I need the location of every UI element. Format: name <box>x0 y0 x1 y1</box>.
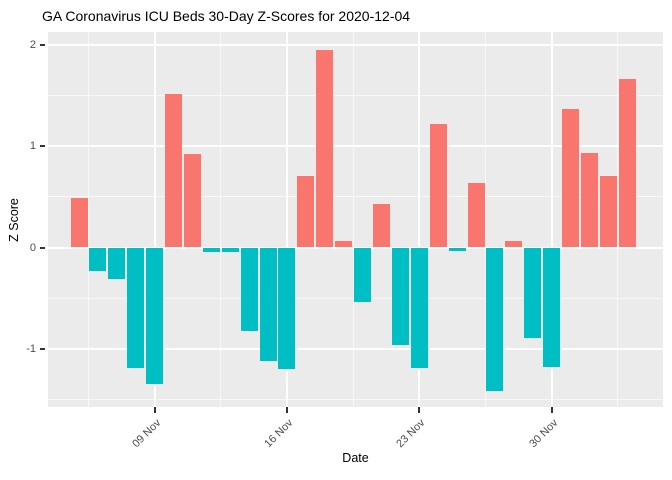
y-tick-mark <box>40 348 45 350</box>
bar-2020-11-15 <box>259 247 277 362</box>
bar-2020-11-20 <box>354 247 372 303</box>
y-tick-label: 2 <box>29 38 36 51</box>
gridline-y-minor <box>48 196 663 198</box>
bar-2020-11-08 <box>127 247 145 369</box>
bar-2020-11-10 <box>165 94 183 248</box>
bar-2020-11-27 <box>486 247 504 391</box>
bar-2020-11-23 <box>410 247 428 369</box>
x-tick-mark <box>285 407 288 413</box>
x-tick-label: 16 Nov <box>262 417 296 451</box>
x-tick-mark <box>418 407 421 413</box>
gridline-x-minor <box>220 32 222 407</box>
bar-2020-11-26 <box>467 182 485 248</box>
x-tick-mark <box>550 407 553 413</box>
y-tick-mark <box>40 246 45 249</box>
bar-2020-11-07 <box>108 247 126 279</box>
y-tick-mark <box>40 145 45 147</box>
bar-2020-11-24 <box>429 123 447 248</box>
y-axis-title: Z Score <box>7 198 21 242</box>
gridline-x-minor <box>352 32 354 407</box>
y-tick-mark <box>40 43 45 46</box>
bar-2020-12-04 <box>618 79 636 248</box>
gridline-y-minor <box>48 399 663 401</box>
gridline-x-minor <box>87 32 89 407</box>
bar-2020-11-29 <box>524 247 542 338</box>
bar-2020-12-02 <box>580 153 598 248</box>
gridline-x-major <box>550 32 553 407</box>
x-axis-title: Date <box>342 451 369 465</box>
bar-2020-11-17 <box>297 176 315 248</box>
gridline-y-major <box>48 348 663 350</box>
x-tick-label: 23 Nov <box>394 417 428 451</box>
y-tick-label: -1 <box>26 343 36 355</box>
chart-title: GA Coronavirus ICU Beds 30-Day Z-Scores … <box>42 8 411 24</box>
gridline-x-minor <box>617 32 619 407</box>
gridline-y-major <box>48 145 663 147</box>
bar-2020-11-12 <box>202 247 220 252</box>
x-tick-label: 30 Nov <box>527 417 561 451</box>
bar-2020-11-18 <box>316 49 334 248</box>
y-tick-label: 1 <box>29 140 36 152</box>
bar-2020-11-25 <box>448 247 466 251</box>
gridline-y-minor <box>48 94 663 96</box>
plot-panel <box>48 32 663 407</box>
bar-2020-11-21 <box>373 203 390 248</box>
bar-2020-11-11 <box>183 154 201 248</box>
gridline-x-major <box>153 32 156 407</box>
bar-2020-11-28 <box>505 241 523 248</box>
bar-2020-11-09 <box>146 247 164 384</box>
bar-2020-11-05 <box>70 197 88 248</box>
bar-2020-11-19 <box>335 241 353 248</box>
bar-2020-11-16 <box>278 247 296 370</box>
bar-2020-11-22 <box>391 247 409 345</box>
gridline-x-major <box>418 32 421 407</box>
gridline-y-major <box>48 43 663 46</box>
gridline-x-minor <box>485 32 486 407</box>
x-tick-label: 09 Nov <box>129 417 164 451</box>
bar-2020-12-03 <box>599 176 617 248</box>
bar-2020-11-14 <box>240 247 258 331</box>
gridline-x-major <box>285 32 288 407</box>
bar-2020-11-06 <box>89 247 107 271</box>
y-tick-label: 0 <box>29 241 36 254</box>
bar-2020-11-30 <box>543 247 561 368</box>
bar-2020-12-01 <box>562 109 580 248</box>
bar-2020-11-13 <box>221 247 239 252</box>
x-tick-mark <box>153 407 156 413</box>
